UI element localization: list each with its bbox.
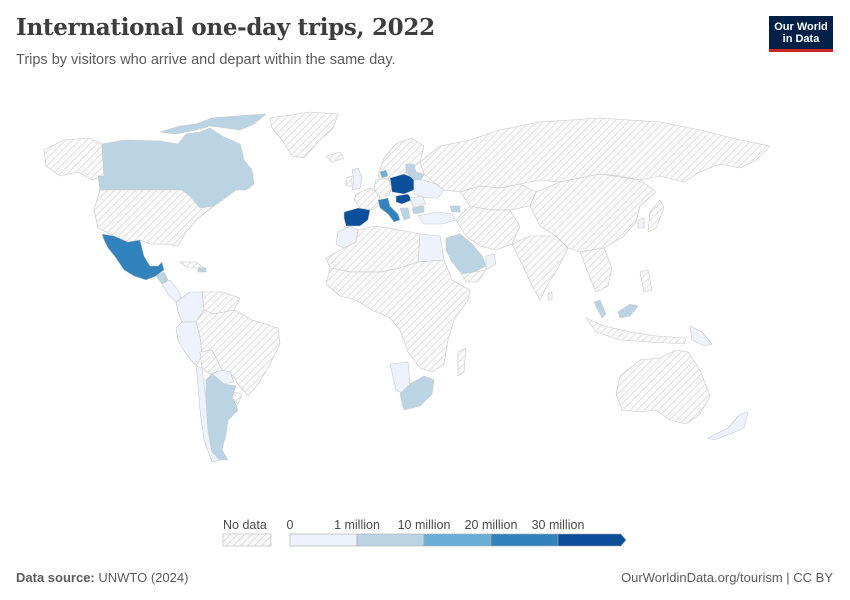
url-credit[interactable]: OurWorldinData.org/tourism | CC BY xyxy=(621,570,833,585)
country-malaysia-borneo[interactable] xyxy=(617,303,639,319)
country-argentina[interactable] xyxy=(205,373,239,461)
country-hungary[interactable] xyxy=(395,193,413,205)
country-belarus[interactable] xyxy=(405,171,425,183)
country-canada-arctic[interactable] xyxy=(159,113,267,135)
logo-line-1: Our World xyxy=(774,21,828,33)
country-france[interactable] xyxy=(353,187,381,211)
country-germany[interactable] xyxy=(373,177,393,197)
map-legend: No data 0 1 million 10 million 20 millio… xyxy=(220,516,640,556)
country-guatemala[interactable] xyxy=(155,271,169,285)
country-italy[interactable] xyxy=(377,197,401,223)
country-china-mongolia[interactable] xyxy=(529,173,657,253)
country-dominican-republic[interactable] xyxy=(197,267,207,273)
country-india[interactable] xyxy=(511,235,569,301)
country-papua-new-guinea[interactable] xyxy=(689,325,713,347)
legend-bin-label-4: 30 million xyxy=(531,518,585,532)
country-philippines[interactable] xyxy=(639,269,653,293)
country-oman[interactable] xyxy=(485,253,497,271)
legend-swatch-20m-30m[interactable] xyxy=(490,533,559,547)
data-source-value[interactable]: UNWTO (2024) xyxy=(98,570,189,585)
owid-logo[interactable]: Our World in Data xyxy=(769,16,833,52)
legend-swatch-30m-plus[interactable] xyxy=(557,533,627,547)
country-japan[interactable] xyxy=(647,199,665,233)
country-south-korea[interactable] xyxy=(637,217,645,229)
country-denmark[interactable] xyxy=(379,169,389,179)
legend-bin-label-2: 10 million xyxy=(397,518,451,532)
legend-bin-label-0: 0 xyxy=(286,518,294,532)
legend-no-data-label: No data xyxy=(223,518,267,532)
country-uk[interactable] xyxy=(351,167,363,191)
country-balkans[interactable] xyxy=(399,207,411,221)
country-greenland[interactable] xyxy=(269,111,339,159)
country-yemen[interactable] xyxy=(461,269,487,283)
country-iran-region[interactable] xyxy=(455,205,521,251)
country-egypt[interactable] xyxy=(417,233,445,263)
country-cuba[interactable] xyxy=(179,261,205,269)
legend-swatches xyxy=(222,533,627,547)
country-bulgaria[interactable] xyxy=(411,205,425,215)
country-new-zealand[interactable] xyxy=(707,411,749,441)
country-poland[interactable] xyxy=(389,173,415,195)
legend-bin-label-3: 20 million xyxy=(464,518,518,532)
chart-title: International one-day trips, 2022 xyxy=(16,14,435,41)
country-iceland[interactable] xyxy=(325,151,345,163)
country-spain[interactable] xyxy=(343,207,371,227)
country-west-central-africa[interactable] xyxy=(325,259,471,373)
legend-swatch-1m-10m[interactable] xyxy=(356,533,425,547)
legend-swatch-0-1m[interactable] xyxy=(289,533,358,547)
data-source: Data source: UNWTO (2024) xyxy=(16,570,188,585)
legend-swatch-no-data[interactable] xyxy=(222,533,272,547)
legend-bin-label-1: 1 million xyxy=(334,518,380,532)
chart-subtitle: Trips by visitors who arrive and depart … xyxy=(16,52,396,68)
country-romania[interactable] xyxy=(409,195,427,209)
country-usa[interactable] xyxy=(93,189,215,247)
country-australia[interactable] xyxy=(615,349,711,425)
country-saudi-arabia[interactable] xyxy=(445,233,487,275)
country-bolivia[interactable] xyxy=(199,349,223,375)
country-mexico[interactable] xyxy=(101,233,165,281)
country-ireland[interactable] xyxy=(345,175,353,187)
country-uruguay[interactable] xyxy=(231,391,243,405)
legend-swatch-10m-20m[interactable] xyxy=(423,533,492,547)
country-sri-lanka[interactable] xyxy=(547,291,553,301)
country-brazil[interactable] xyxy=(195,309,281,397)
country-madagascar[interactable] xyxy=(457,347,467,377)
world-map xyxy=(43,111,771,463)
country-south-africa[interactable] xyxy=(399,375,435,411)
logo-line-2: in Data xyxy=(782,33,820,45)
country-central-america[interactable] xyxy=(161,279,183,303)
country-malaysia-peninsula[interactable] xyxy=(593,299,607,319)
country-lithuania[interactable] xyxy=(405,163,417,173)
country-indonesia[interactable] xyxy=(585,317,687,345)
country-georgia[interactable] xyxy=(449,205,461,213)
country-usa-alaska[interactable] xyxy=(43,137,105,181)
data-source-label: Data source: xyxy=(16,570,95,585)
country-southeast-asia[interactable] xyxy=(579,247,613,293)
country-turkey[interactable] xyxy=(417,211,457,225)
